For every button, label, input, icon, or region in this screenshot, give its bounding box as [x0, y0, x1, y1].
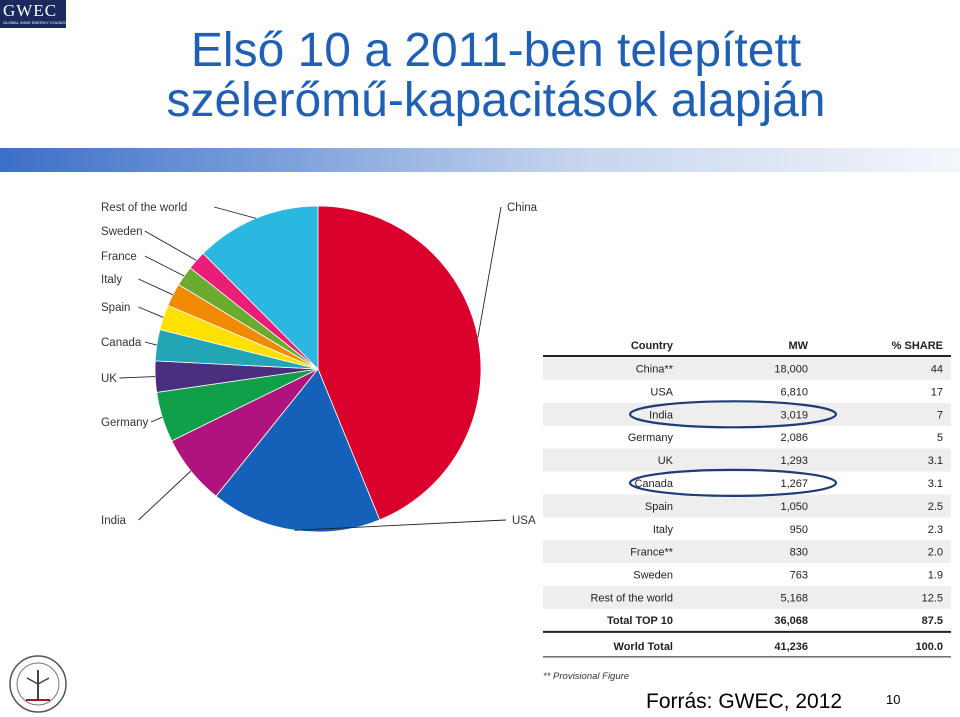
table-total-top10-share: 87.5 [922, 615, 943, 627]
table-cell-country-italy: Italy [653, 524, 674, 536]
leader-line-canada [144, 341, 157, 346]
pie-label-canada: Canada [101, 337, 142, 349]
leader-line-usa [294, 519, 507, 531]
pie-chart [154, 205, 482, 533]
table-row-band [543, 402, 951, 426]
title-line-1: Első 10 a 2011-ben telepített [190, 24, 802, 77]
pie-label-uk: UK [101, 373, 117, 385]
pie-label-sweden: Sweden [101, 226, 143, 238]
table-header-country: Country [631, 340, 674, 352]
table-cell-country-china: China** [636, 363, 674, 375]
pie-label-spain: Spain [101, 302, 130, 314]
leader-line-germany [150, 416, 163, 423]
table-world-total-share: 100.0 [915, 641, 943, 653]
table-row-band [543, 494, 951, 518]
pie-label-usa: USA [512, 515, 536, 527]
page-number: 10 [886, 692, 901, 707]
slide-title: Első 10 a 2011-ben telepített szélerőmű-… [96, 26, 896, 126]
table-cell-share-china: 44 [931, 363, 943, 375]
table-cell-country-uk: UK [658, 455, 674, 467]
highlight-ellipse-india [628, 400, 838, 429]
leader-line-china [477, 206, 502, 338]
table-cell-country-usa: USA [650, 386, 673, 398]
title-gradient-bar [0, 148, 960, 172]
title-line-2: szélerőmű-kapacitások alapján [166, 74, 826, 127]
table-row-band [543, 448, 951, 472]
leader-line-india [138, 470, 192, 521]
data-table: Country MW % SHARE China** 18,000 44 USA 6,810 1… [543, 340, 951, 682]
seal-logo [9, 655, 67, 713]
table-cell-share-italy: 2.3 [928, 524, 943, 536]
leader-line-france [144, 255, 185, 277]
table-cell-mw-india: 3,019 [780, 409, 808, 421]
pie-label-rest-of-the-world: Rest of the world [101, 202, 187, 214]
table-cell-share-rest-of-the-world: 12.5 [922, 592, 943, 604]
table-row-band [543, 357, 951, 380]
pie-label-france: France [101, 251, 137, 263]
table-cell-share-sweden: 1.9 [928, 570, 943, 582]
table-cell-share-germany: 5 [937, 432, 943, 444]
pie-label-italy: Italy [101, 274, 122, 286]
table-cell-share-uk: 3.1 [928, 455, 943, 467]
table-cell-share-usa: 17 [931, 386, 943, 398]
pie-label-india: India [101, 515, 127, 527]
logo-subtext: GLOBAL WIND ENERGY COUNCIL [3, 20, 68, 25]
table-cell-share-india: 7 [937, 409, 943, 421]
leader-line-uk [119, 376, 156, 379]
table-cell-mw-germany: 2,086 [780, 432, 808, 444]
table-cell-mw-rest-of-the-world: 5,168 [780, 592, 808, 604]
table-row-band [543, 540, 951, 564]
table-cell-mw-spain: 1,050 [780, 501, 808, 513]
table-world-total-label: World Total [614, 641, 673, 653]
table-cell-country-france: France** [630, 547, 674, 559]
table-cell-country-sweden: Sweden [633, 570, 673, 582]
leader-line-spain [138, 306, 164, 318]
table-cell-country-spain: Spain [645, 501, 673, 513]
table-footnote: ** Provisional Figure [543, 671, 629, 682]
source-citation: Forrás: GWEC, 2012 [646, 690, 843, 713]
table-total-top10-mw: 36,068 [774, 615, 808, 627]
table-cell-mw-uk: 1,293 [780, 455, 808, 467]
table-row-band [543, 586, 951, 609]
pie-label-china: China [507, 202, 538, 214]
table-cell-share-spain: 2.5 [928, 501, 943, 513]
logo-text: GWEC [3, 1, 58, 20]
table-cell-mw-china: 18,000 [774, 363, 808, 375]
table-cell-mw-france: 830 [790, 547, 808, 559]
highlight-ellipse-canada [628, 468, 838, 497]
table-cell-country-rest-of-the-world: Rest of the world [590, 592, 673, 604]
gwec-logo: GWEC GLOBAL WIND ENERGY COUNCIL [0, 0, 68, 28]
leader-line-rest-of-the-world [213, 206, 257, 219]
table-cell-mw-sweden: 763 [790, 570, 808, 582]
leader-line-sweden [144, 230, 197, 261]
table-cell-mw-usa: 6,810 [780, 386, 808, 398]
table-world-total-mw: 41,236 [774, 641, 808, 653]
table-total-top10-label: Total TOP 10 [607, 615, 673, 627]
pie-label-germany: Germany [101, 417, 149, 429]
table-header-share: % SHARE [892, 340, 943, 352]
table-cell-mw-canada: 1,267 [780, 478, 808, 490]
table-cell-country-india: India [649, 409, 674, 421]
table-cell-share-france: 2.0 [928, 547, 943, 559]
pie-labels: China USA India Germany UK Canada Spain Italy Fr… [101, 202, 538, 527]
table-cell-country-canada: Canada [634, 478, 673, 490]
table-cell-country-germany: Germany [628, 432, 674, 444]
table-cell-mw-italy: 950 [790, 524, 808, 536]
leader-line-italy [138, 278, 174, 296]
pie-leader-lines [119, 206, 507, 531]
table-header-mw: MW [788, 340, 808, 352]
table-cell-share-canada: 3.1 [928, 478, 943, 490]
